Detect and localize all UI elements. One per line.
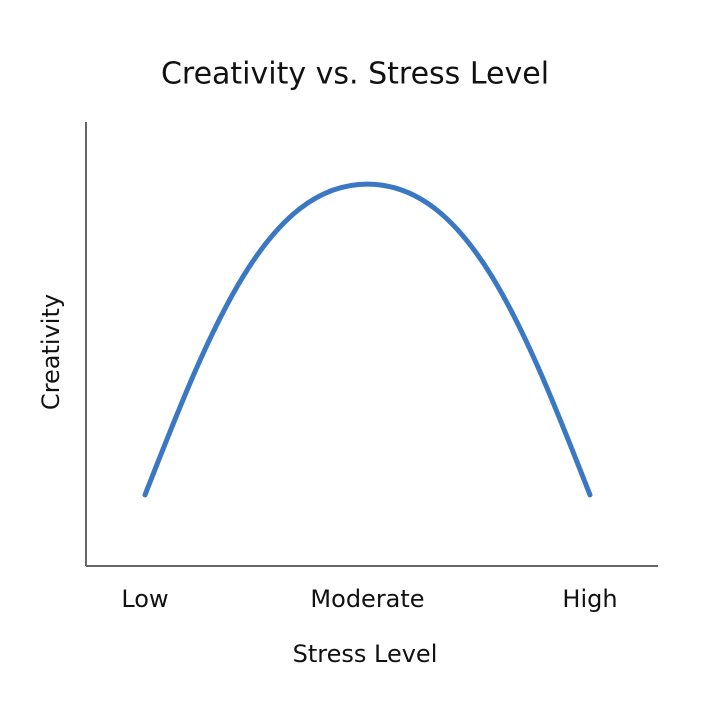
- x-tick-label: Low: [121, 585, 168, 613]
- x-axis-label: Stress Level: [293, 640, 438, 668]
- x-tick-label: Moderate: [310, 585, 424, 613]
- line: [142, 181, 593, 498]
- y-axis-label: Creativity: [37, 294, 65, 410]
- x-tick-label: High: [562, 585, 617, 613]
- chart-title: Creativity vs. Stress Level: [161, 57, 549, 92]
